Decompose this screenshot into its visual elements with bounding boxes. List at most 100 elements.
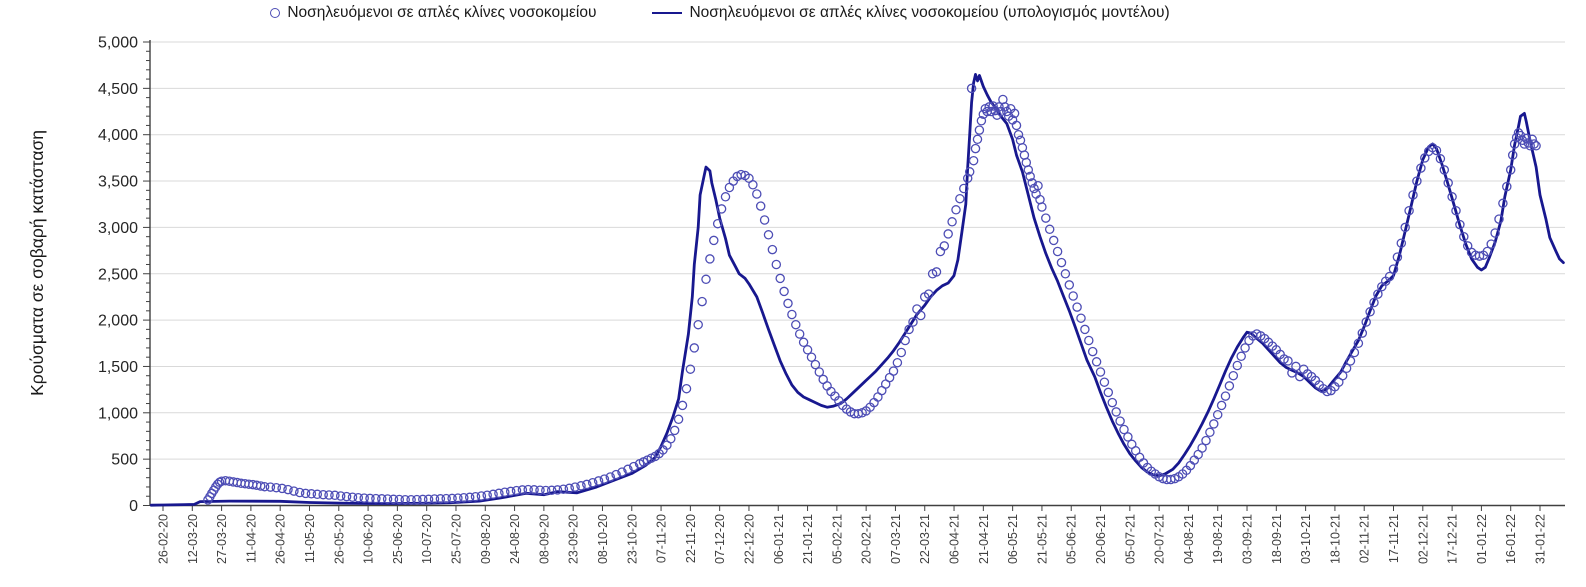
scatter-point [802, 345, 813, 355]
scatter-point [1115, 416, 1125, 426]
scatter-point [1025, 171, 1035, 182]
x-tick-label: 07-12-20 [713, 514, 727, 564]
scatter-point [1048, 235, 1059, 246]
x-tick-label: 20-02-21 [860, 514, 874, 564]
scatter-point [923, 289, 934, 299]
scatter-point [1486, 239, 1496, 249]
scatter-point [1502, 181, 1512, 192]
scatter-point [259, 481, 270, 492]
scatter-point [1013, 129, 1024, 140]
scatter-point [916, 310, 926, 321]
x-tick-label: 04-08-21 [1182, 514, 1196, 564]
scatter-point [900, 335, 910, 346]
scatter-point [623, 464, 633, 475]
scatter-point [382, 494, 393, 504]
legend-item-observed: Νοσηλευόμενοι σε απλές κλίνες νοσοκομείο… [270, 4, 596, 22]
scatter-point [931, 267, 942, 277]
scatter-point [394, 494, 405, 505]
scatter-point [605, 472, 616, 482]
scatter-point [1474, 251, 1485, 261]
scatter-point [1041, 213, 1051, 223]
scatter-point [736, 169, 746, 180]
y-tick-label: 3,000 [98, 220, 138, 237]
scatter-point [904, 324, 914, 335]
scatter-point [1228, 370, 1239, 381]
y-tick-label: 2,000 [98, 313, 138, 330]
scatter-point [705, 254, 715, 264]
x-tick-label: 08-10-20 [596, 514, 610, 564]
scatter-point [1236, 351, 1246, 362]
scatter-point [1224, 381, 1235, 391]
scatter-point [988, 101, 998, 111]
scatter-point [892, 357, 903, 368]
x-tick-label: 10-07-20 [420, 514, 434, 564]
scatter-point [488, 489, 498, 500]
scatter-point [974, 125, 985, 135]
scatter-point [1459, 231, 1469, 242]
scatter-point [1396, 238, 1407, 248]
scatter-point [779, 286, 789, 297]
scatter-point [681, 383, 692, 394]
x-tick-label: 25-06-20 [391, 514, 405, 564]
scatter-point [511, 485, 522, 496]
scatter-point [1216, 400, 1227, 411]
scatter-point [1107, 397, 1118, 408]
chart-legend: Νοσηλευόμενοι σε απλές κλίνες νοσοκομείο… [0, 4, 1440, 22]
scatter-point [1482, 246, 1493, 257]
scatter-point [1349, 347, 1360, 358]
scatter-point [558, 484, 569, 494]
x-tick-label: 17-11-21 [1387, 514, 1401, 563]
scatter-point [1369, 297, 1379, 308]
scatter-point [1091, 357, 1102, 367]
scatter-point [406, 494, 416, 505]
scatter-point [541, 485, 551, 496]
scatter-point [611, 469, 621, 480]
x-tick-label: 26-02-20 [157, 514, 171, 564]
scatter-point [1337, 370, 1348, 381]
scatter-point [1023, 165, 1034, 175]
scatter-point [959, 183, 969, 194]
x-tick-label: 18-10-21 [1328, 514, 1342, 564]
scatter-point [1521, 133, 1532, 144]
scatter-point [1056, 257, 1067, 268]
scatter-point [1412, 176, 1422, 186]
x-tick-label: 26-05-20 [332, 514, 346, 564]
scatter-point [318, 489, 328, 500]
scatter-point [335, 491, 346, 501]
scatter-point [720, 192, 731, 202]
scatter-point [712, 218, 723, 229]
scatter-point [689, 343, 700, 353]
scatter-point [951, 205, 961, 215]
y-tick-label: 3,500 [98, 174, 138, 191]
x-tick-label: 07-03-21 [889, 514, 903, 564]
scatter-point [1515, 130, 1526, 141]
scatter-point [294, 487, 305, 498]
x-tick-label: 16-01-22 [1504, 514, 1518, 564]
scatter-point [1416, 163, 1426, 173]
scatter-point [976, 116, 987, 126]
scatter-point [783, 298, 793, 309]
scatter-point [429, 494, 440, 504]
scatter-point [529, 485, 539, 495]
scatter-point [1345, 356, 1356, 366]
scatter-point [552, 485, 563, 495]
y-tick-label: 1,000 [98, 405, 138, 422]
x-tick-label: 25-07-20 [449, 514, 463, 564]
line-marker-icon [652, 12, 683, 14]
x-tick-label: 23-10-20 [625, 514, 639, 564]
scatter-point [947, 217, 957, 227]
scatter-point [716, 204, 727, 214]
scatter-point [1087, 346, 1098, 357]
scatter-point [943, 229, 953, 239]
scatter-point [810, 359, 821, 370]
y-tick-label: 4,000 [98, 127, 138, 144]
scatter-point [214, 477, 225, 488]
scatter-point [1060, 269, 1071, 279]
scatter-point [759, 215, 770, 225]
scatter-point [755, 201, 766, 211]
scatter-point [599, 474, 610, 484]
scatter-point [1052, 246, 1063, 257]
scatter-point [962, 173, 973, 184]
scatter-point [1119, 424, 1129, 435]
legend-model-label: Νοσηλευόμενοι σε απλές κλίνες νοσοκομείο… [689, 4, 1170, 21]
